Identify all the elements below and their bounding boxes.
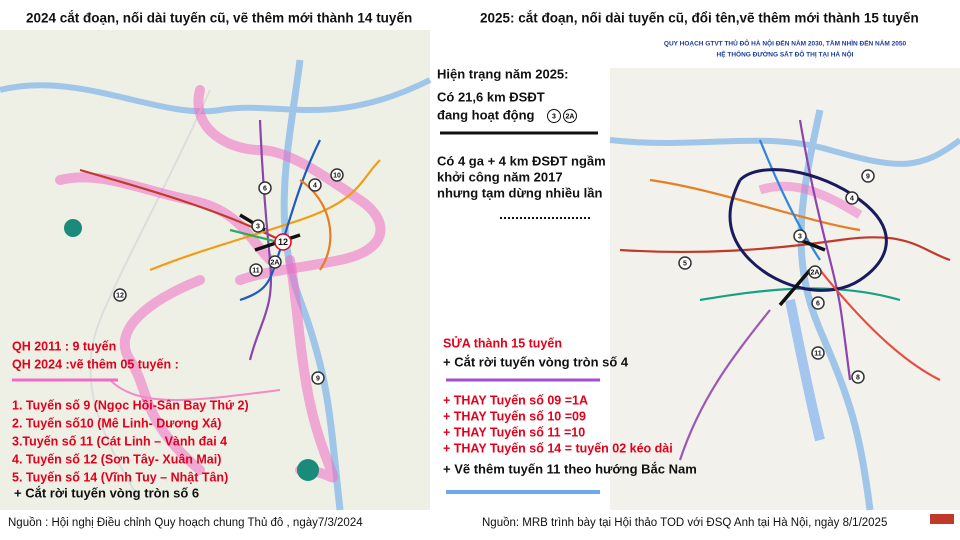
route-label: 3	[798, 233, 802, 240]
route-badge	[258, 181, 272, 195]
airport-icon	[297, 459, 319, 481]
list-item: 4. Tuyến số 12 (Sơn Tây- Xuân Mai)	[12, 452, 221, 466]
right-source: Nguồn: MRB trình bày tại Hội thảo TOD vớ…	[482, 517, 887, 529]
line-badge	[563, 109, 577, 123]
left-title: 2024 cắt đoạn, nối dài tuyến cũ, vẽ thêm…	[26, 11, 412, 26]
route-label: 3	[256, 223, 260, 230]
route-label: 8	[856, 374, 860, 381]
route-label: 10	[333, 172, 341, 179]
line-badge-label: 2A	[566, 113, 575, 120]
list-item: 3.Tuyến số 11 (Cát Linh – Vành đai 4	[12, 434, 227, 448]
route-label: 12	[116, 292, 124, 299]
note: nhưng tạm dừng nhiều lần	[437, 185, 602, 200]
route-badge	[793, 229, 807, 243]
line-badge-label: 3	[552, 113, 556, 120]
note: đang hoạt động	[437, 107, 535, 122]
route-label: 9	[866, 173, 870, 180]
route-badge	[851, 370, 865, 384]
route-badge	[811, 346, 825, 360]
route-label: 4	[313, 182, 317, 189]
list-item: 2. Tuyến số10 (Mê Linh- Dương Xá)	[12, 416, 221, 430]
note: khởi công năm 2017	[437, 169, 563, 184]
middle-heading: Hiện trạng năm 2025:	[437, 66, 569, 81]
note: Có 21,6 km ĐSĐT	[437, 89, 545, 104]
route-badge	[113, 288, 127, 302]
change: + THAY Tuyến số 09 =1A	[443, 393, 588, 407]
route-label: 6	[263, 185, 267, 192]
route-badge	[249, 263, 263, 277]
right-title: 2025: cắt đoạn, nối dài tuyến cũ, đổi tê…	[480, 11, 919, 26]
route-label: 11	[252, 267, 260, 274]
route-badge	[308, 178, 322, 192]
route-label: 4	[850, 195, 854, 202]
middle-notes: Có 21,6 km ĐSĐT đang hoạt động 3 2A Có 4 ga …	[437, 89, 606, 200]
route-label: 6	[816, 300, 820, 307]
note: + Vẽ thêm tuyến 11 theo hướng Bắc Nam	[443, 461, 697, 476]
route-badge	[268, 255, 282, 269]
logo	[930, 514, 954, 524]
route-label: 2A	[271, 259, 280, 266]
route-label: 11	[814, 350, 822, 357]
map-header: HỆ THỐNG ĐƯỜNG SẮT ĐÔ THỊ TẠI HÀ NỘI	[717, 49, 854, 59]
route-label: 9	[316, 375, 320, 382]
route-badge	[678, 256, 692, 270]
note: Có 4 ga + 4 km ĐSĐT ngầm	[437, 153, 606, 168]
line-badge	[547, 109, 561, 123]
left-notes: QH 2011 : 9 tuyến QH 2024 :vẽ thêm 05 tuy…	[12, 339, 249, 500]
right-map	[609, 68, 960, 511]
route-label: 5	[683, 260, 687, 267]
right-notes: SỬA thành 15 tuyến + Cắt rời tuyến vòng t…	[443, 335, 697, 476]
note: QH 2024 :vẽ thêm 05 tuyến :	[12, 357, 179, 371]
map-header: QUY HOẠCH GTVT THỦ ĐÔ HÀ NỘI ĐẾN NĂM 203…	[664, 38, 907, 48]
change: + THAY Tuyến số 11 =10	[443, 425, 585, 439]
change: + THAY Tuyến số 14 = tuyến 02 kéo dài	[443, 441, 673, 455]
route-badge	[330, 168, 344, 182]
note: SỬA thành 15 tuyến	[443, 335, 562, 350]
route-badge	[251, 219, 265, 233]
note: + Cắt rời tuyến vòng tròn số 4	[443, 354, 629, 369]
note: QH 2011 : 9 tuyến	[12, 339, 116, 353]
route-badge	[808, 265, 822, 279]
list-item: 5. Tuyến số 14 (Vĩnh Tuy – Nhật Tân)	[12, 470, 228, 484]
left-source: Nguồn : Hội nghị Điều chỉnh Quy hoạch ch…	[8, 517, 363, 529]
airport-icon	[64, 219, 82, 237]
route-badge	[845, 191, 859, 205]
list-item: 1. Tuyến số 9 (Ngọc Hồi-Sân Bay Thứ 2)	[12, 398, 249, 412]
route-label: 12	[278, 237, 288, 247]
route-badge	[861, 169, 875, 183]
note: + Cắt rời tuyến vòng tròn số 6	[14, 485, 199, 500]
route-badge	[811, 296, 825, 310]
change: + THAY Tuyến số 10 =09	[443, 409, 586, 423]
route-label: 2A	[811, 269, 820, 276]
route-badge	[274, 233, 292, 251]
route-badge	[311, 371, 325, 385]
